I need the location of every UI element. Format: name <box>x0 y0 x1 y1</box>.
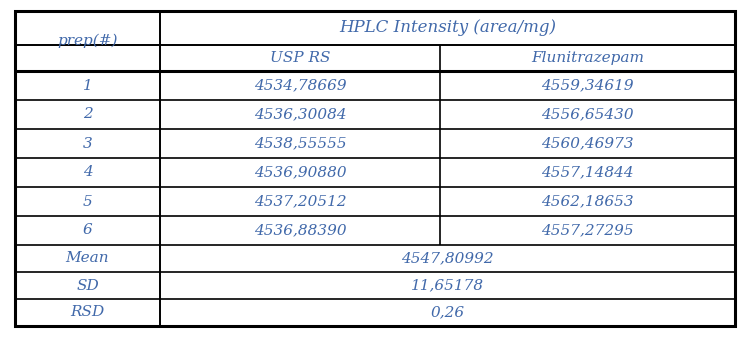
Text: Mean: Mean <box>66 252 110 265</box>
Text: RSD: RSD <box>70 305 104 320</box>
Text: 4536,30084: 4536,30084 <box>254 107 346 122</box>
Bar <box>15 11 735 326</box>
Text: HPLC Intensity (area/mg): HPLC Intensity (area/mg) <box>339 20 556 36</box>
Text: 4537,20512: 4537,20512 <box>254 194 346 209</box>
Text: 11,65178: 11,65178 <box>411 278 484 293</box>
Text: 4556,65430: 4556,65430 <box>542 107 634 122</box>
Text: 4562,18653: 4562,18653 <box>542 194 634 209</box>
Text: 3: 3 <box>82 136 92 150</box>
Text: 4536,90880: 4536,90880 <box>254 166 346 179</box>
Text: 1: 1 <box>82 79 92 92</box>
Text: Flunitrazepam: Flunitrazepam <box>531 51 644 65</box>
Text: 5: 5 <box>82 194 92 209</box>
Text: prep(#): prep(#) <box>57 34 118 48</box>
Text: 4536,88390: 4536,88390 <box>254 223 346 237</box>
Text: 4534,78669: 4534,78669 <box>254 79 346 92</box>
Text: 4557,27295: 4557,27295 <box>542 223 634 237</box>
Text: SD: SD <box>76 278 99 293</box>
Text: 4557,14844: 4557,14844 <box>542 166 634 179</box>
Text: 4560,46973: 4560,46973 <box>542 136 634 150</box>
Text: USP RS: USP RS <box>270 51 330 65</box>
Text: 4559,34619: 4559,34619 <box>542 79 634 92</box>
Text: 0,26: 0,26 <box>430 305 464 320</box>
Text: 2: 2 <box>82 107 92 122</box>
Text: 6: 6 <box>82 223 92 237</box>
Text: 4547,80992: 4547,80992 <box>401 252 494 265</box>
Text: 4538,55555: 4538,55555 <box>254 136 346 150</box>
Text: 4: 4 <box>82 166 92 179</box>
